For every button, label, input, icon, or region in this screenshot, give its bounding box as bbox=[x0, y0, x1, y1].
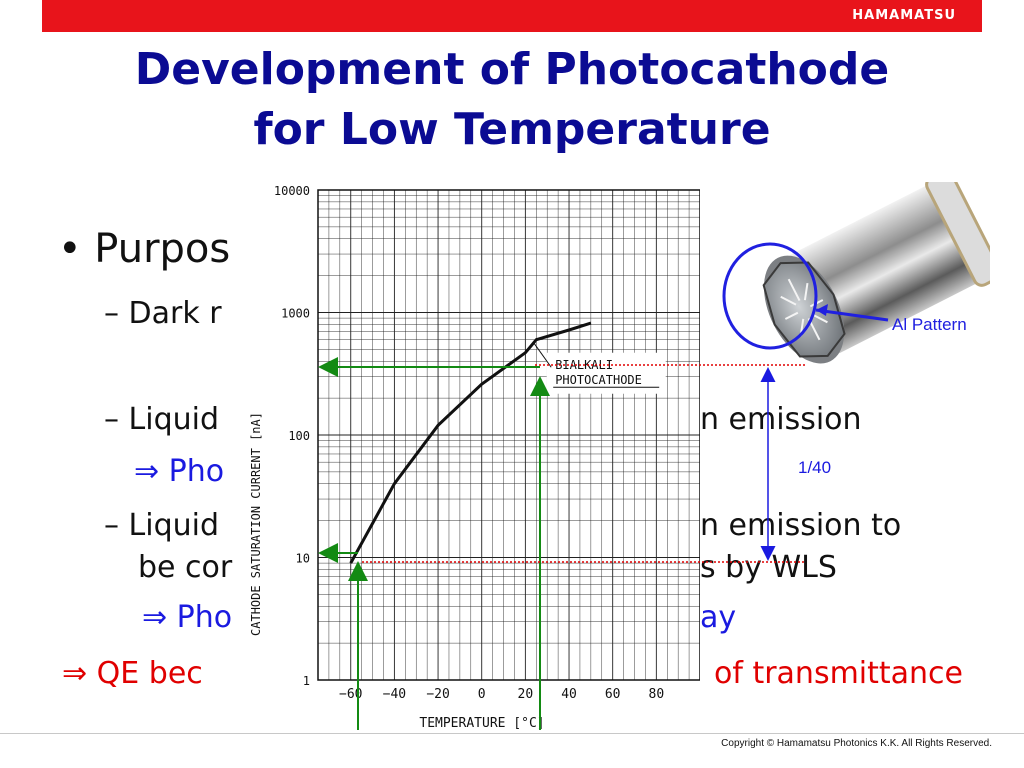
x-tick-label: 20 bbox=[518, 687, 534, 702]
y-tick-label: 100 bbox=[288, 429, 310, 443]
y-tick-label: 1 bbox=[303, 674, 310, 688]
x-tick-label: 80 bbox=[649, 687, 665, 702]
transmittance-text: of transmittance bbox=[714, 656, 964, 691]
callout-leader bbox=[533, 343, 552, 368]
chart-grid bbox=[317, 189, 701, 681]
sub-liquid-2-end: n emission to bbox=[700, 508, 902, 543]
al-pattern-pointer bbox=[815, 308, 889, 322]
x-tick-label: −60 bbox=[339, 687, 362, 702]
pmt-photo: Al Pattern bbox=[712, 182, 990, 364]
pho-line-2: ⇒ Pho bbox=[142, 600, 233, 635]
x-tick-label: 60 bbox=[605, 687, 621, 702]
qe-line: ⇒ QE bec bbox=[62, 656, 203, 691]
sub-dark: – Dark r bbox=[104, 296, 222, 331]
pmt-face bbox=[762, 261, 846, 358]
sub-liquid-1: – Liquid bbox=[104, 402, 220, 437]
callout-box bbox=[546, 352, 666, 394]
y-axis-label: CATHODE SATURATION CURRENT [nA] bbox=[249, 412, 263, 636]
y-tick-label: 1000 bbox=[281, 307, 310, 321]
bullet-purpose: • Purpos bbox=[58, 226, 231, 272]
title-line-2: for Low Temperature bbox=[253, 104, 771, 155]
ratio-label: 1/40 bbox=[798, 458, 832, 477]
dark-current-chart: −60 −40 −20 0 20 40 60 80 10000 1000 100 10 1 BIALK… bbox=[244, 180, 701, 732]
x-tick-label: 0 bbox=[478, 687, 486, 702]
bialkali-curve bbox=[349, 321, 592, 564]
sub-be-cor: be cor bbox=[138, 550, 233, 585]
callout-text: PHOTOCATHODE bbox=[555, 373, 642, 387]
x-tick-label: −40 bbox=[383, 687, 406, 702]
y-tick-labels: 10000 1000 100 10 1 bbox=[274, 184, 310, 688]
callout-text: BIALKALI bbox=[555, 358, 613, 372]
chart-svg: −60 −40 −20 0 20 40 60 80 10000 1000 100 10 1 BIALK… bbox=[249, 184, 701, 731]
pmt-cap bbox=[925, 182, 990, 287]
pmt-illustration: Al Pattern bbox=[722, 182, 990, 364]
title-line-1: Development of Photocathode bbox=[134, 44, 890, 95]
y-tick-label: 10000 bbox=[274, 184, 310, 198]
footer-divider bbox=[0, 733, 1024, 734]
brand-logo: HAMAMATSU bbox=[852, 8, 956, 23]
sub-by-wls: s by WLS bbox=[700, 550, 837, 585]
slide-title: Development of Photocathode for Low Temp… bbox=[0, 40, 1024, 160]
ay-text: ay bbox=[700, 600, 737, 635]
x-tick-label: 40 bbox=[561, 687, 577, 702]
al-pattern-highlight bbox=[722, 242, 818, 350]
y-tick-label: 10 bbox=[296, 552, 310, 566]
x-tick-labels: −60 −40 −20 0 20 40 60 80 bbox=[339, 687, 664, 702]
al-pattern-label: Al Pattern bbox=[892, 315, 967, 334]
header-bar: HAMAMATSU bbox=[42, 0, 982, 32]
sub-liquid-2: – Liquid bbox=[104, 508, 220, 543]
pho-line-1: ⇒ Pho bbox=[134, 454, 225, 489]
x-axis-label: TEMPERATURE [°C] bbox=[419, 716, 544, 731]
x-tick-label: −20 bbox=[426, 687, 449, 702]
sub-liquid-1-end: n emission bbox=[700, 402, 862, 437]
footer-copyright: Copyright © Hamamatsu Photonics K.K. All… bbox=[721, 738, 992, 749]
